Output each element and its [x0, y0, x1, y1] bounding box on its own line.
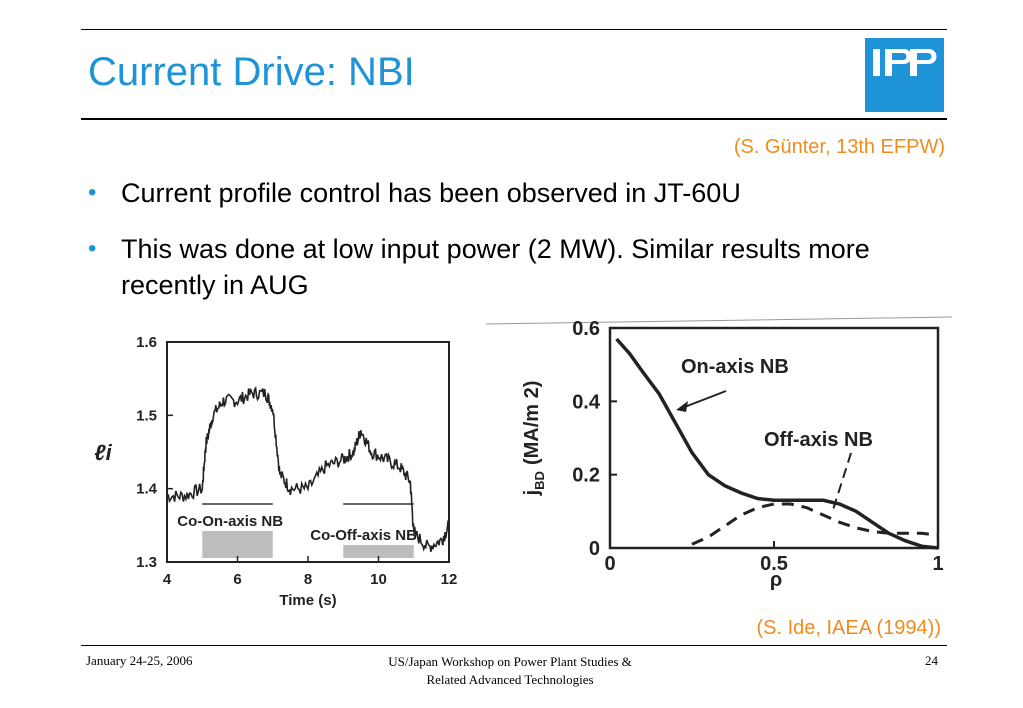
- y-tick-label: 1.4: [136, 481, 158, 498]
- top-rule: [81, 29, 947, 30]
- bullet-dot-icon: •: [88, 179, 97, 206]
- on-axis-label: On-axis NB: [681, 356, 789, 378]
- bullet-item-1: • Current profile control has been obser…: [88, 175, 928, 211]
- bullet-text: This was done at low input power (2 MW).…: [121, 234, 870, 300]
- y-tick-label: 1.3: [136, 554, 157, 571]
- x-axis-label: ρ: [770, 569, 782, 591]
- y-axis-label: jBD (MA/m 2): [521, 381, 547, 497]
- nb-label-bg: [307, 524, 436, 545]
- x-tick-label: 4: [163, 571, 172, 588]
- y-axis-label-main: j: [521, 490, 543, 497]
- li-series-line: [166, 385, 450, 552]
- footer-date: January 24-25, 2006: [86, 653, 193, 668]
- ipp-logo-icon: [865, 38, 944, 112]
- bullet-item-2: • This was done at low input power (2 MW…: [88, 231, 928, 303]
- y-tick-label: 0.4: [572, 391, 601, 413]
- footer-event-line-1: US/Japan Workshop on Power Plant Studies…: [388, 654, 632, 669]
- bullet-text: Current profile control has been observe…: [121, 178, 741, 208]
- y-axis-label: ℓi: [94, 440, 112, 465]
- on-axis-series-line: [615, 337, 939, 550]
- reference-top: (S. Günter, 13th EFPW): [733, 136, 945, 158]
- nb-period-label: Co-Off-axis NB: [310, 527, 417, 544]
- nb-period-label: Co-On-axis NB: [177, 513, 283, 530]
- y-tick-label: 1.6: [136, 334, 157, 351]
- bullet-dot-icon: •: [88, 235, 97, 262]
- arrow-head-icon: [676, 401, 688, 412]
- svg-text:jBD(MA/m 2): jBD (MA/m 2): [521, 381, 547, 497]
- title-rule: [81, 118, 947, 120]
- nb-label-bg: [174, 510, 293, 531]
- x-tick-label: 10: [370, 571, 387, 588]
- x-tick-label: 0: [604, 553, 615, 575]
- x-tick-label: 6: [233, 571, 241, 588]
- x-tick-label: 12: [441, 571, 458, 588]
- nb-period-bar: [202, 530, 273, 558]
- x-tick-label: 1: [932, 553, 943, 575]
- y-axis-label-unit: (MA/m 2): [521, 381, 543, 465]
- x-tick-label: 8: [304, 571, 312, 588]
- off-axis-pointer: [831, 452, 852, 514]
- off-axis-series-line: [691, 502, 939, 546]
- page-number: 24: [925, 653, 938, 668]
- y-tick-label: 0.2: [572, 465, 600, 487]
- y-tick-label: 1.5: [136, 407, 157, 424]
- slide-title: Current Drive: NBI: [88, 50, 415, 94]
- x-axis-label: Time (s): [279, 592, 336, 609]
- off-axis-label: Off-axis NB: [764, 429, 873, 451]
- on-axis-arrow: [681, 390, 727, 409]
- y-axis-label-sub: BD: [532, 471, 547, 490]
- y-tick-label: 0: [589, 538, 600, 560]
- y-tick-label: 0.6: [572, 318, 600, 340]
- footer-rule: [81, 645, 947, 646]
- reference-bottom: (S. Ide, IAEA (1994)): [756, 617, 941, 639]
- li-time-chart: Co-On-axis NB Co-Off-axis NB 4 6 8 10 12 1.3 1.…: [94, 334, 458, 609]
- x-tick-label: 0.5: [760, 553, 788, 575]
- footer-event-line-2: Related Advanced Technologies: [426, 672, 594, 687]
- scan-edge-line: [486, 316, 952, 325]
- footer-event: US/Japan Workshop on Power Plant Studies…: [320, 653, 700, 689]
